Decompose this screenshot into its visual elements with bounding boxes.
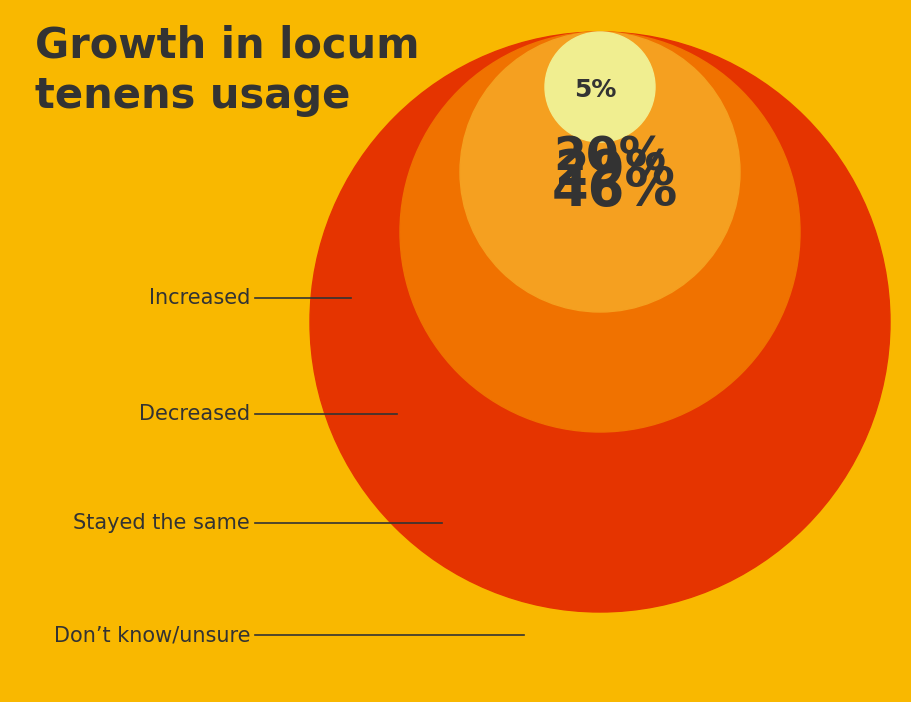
Text: Stayed the same: Stayed the same bbox=[73, 513, 250, 533]
Text: Growth in locum
tenens usage: Growth in locum tenens usage bbox=[35, 25, 419, 117]
Circle shape bbox=[400, 32, 799, 432]
Text: Don’t know/unsure: Don’t know/unsure bbox=[54, 625, 250, 645]
Text: Increased: Increased bbox=[148, 289, 250, 308]
Text: 29%: 29% bbox=[555, 148, 674, 196]
Text: 46%: 46% bbox=[551, 166, 678, 218]
Circle shape bbox=[459, 32, 739, 312]
Circle shape bbox=[310, 32, 889, 612]
Text: 5%: 5% bbox=[573, 78, 616, 102]
Text: 20%: 20% bbox=[553, 135, 666, 180]
Text: Decreased: Decreased bbox=[138, 404, 250, 424]
Circle shape bbox=[545, 32, 654, 142]
